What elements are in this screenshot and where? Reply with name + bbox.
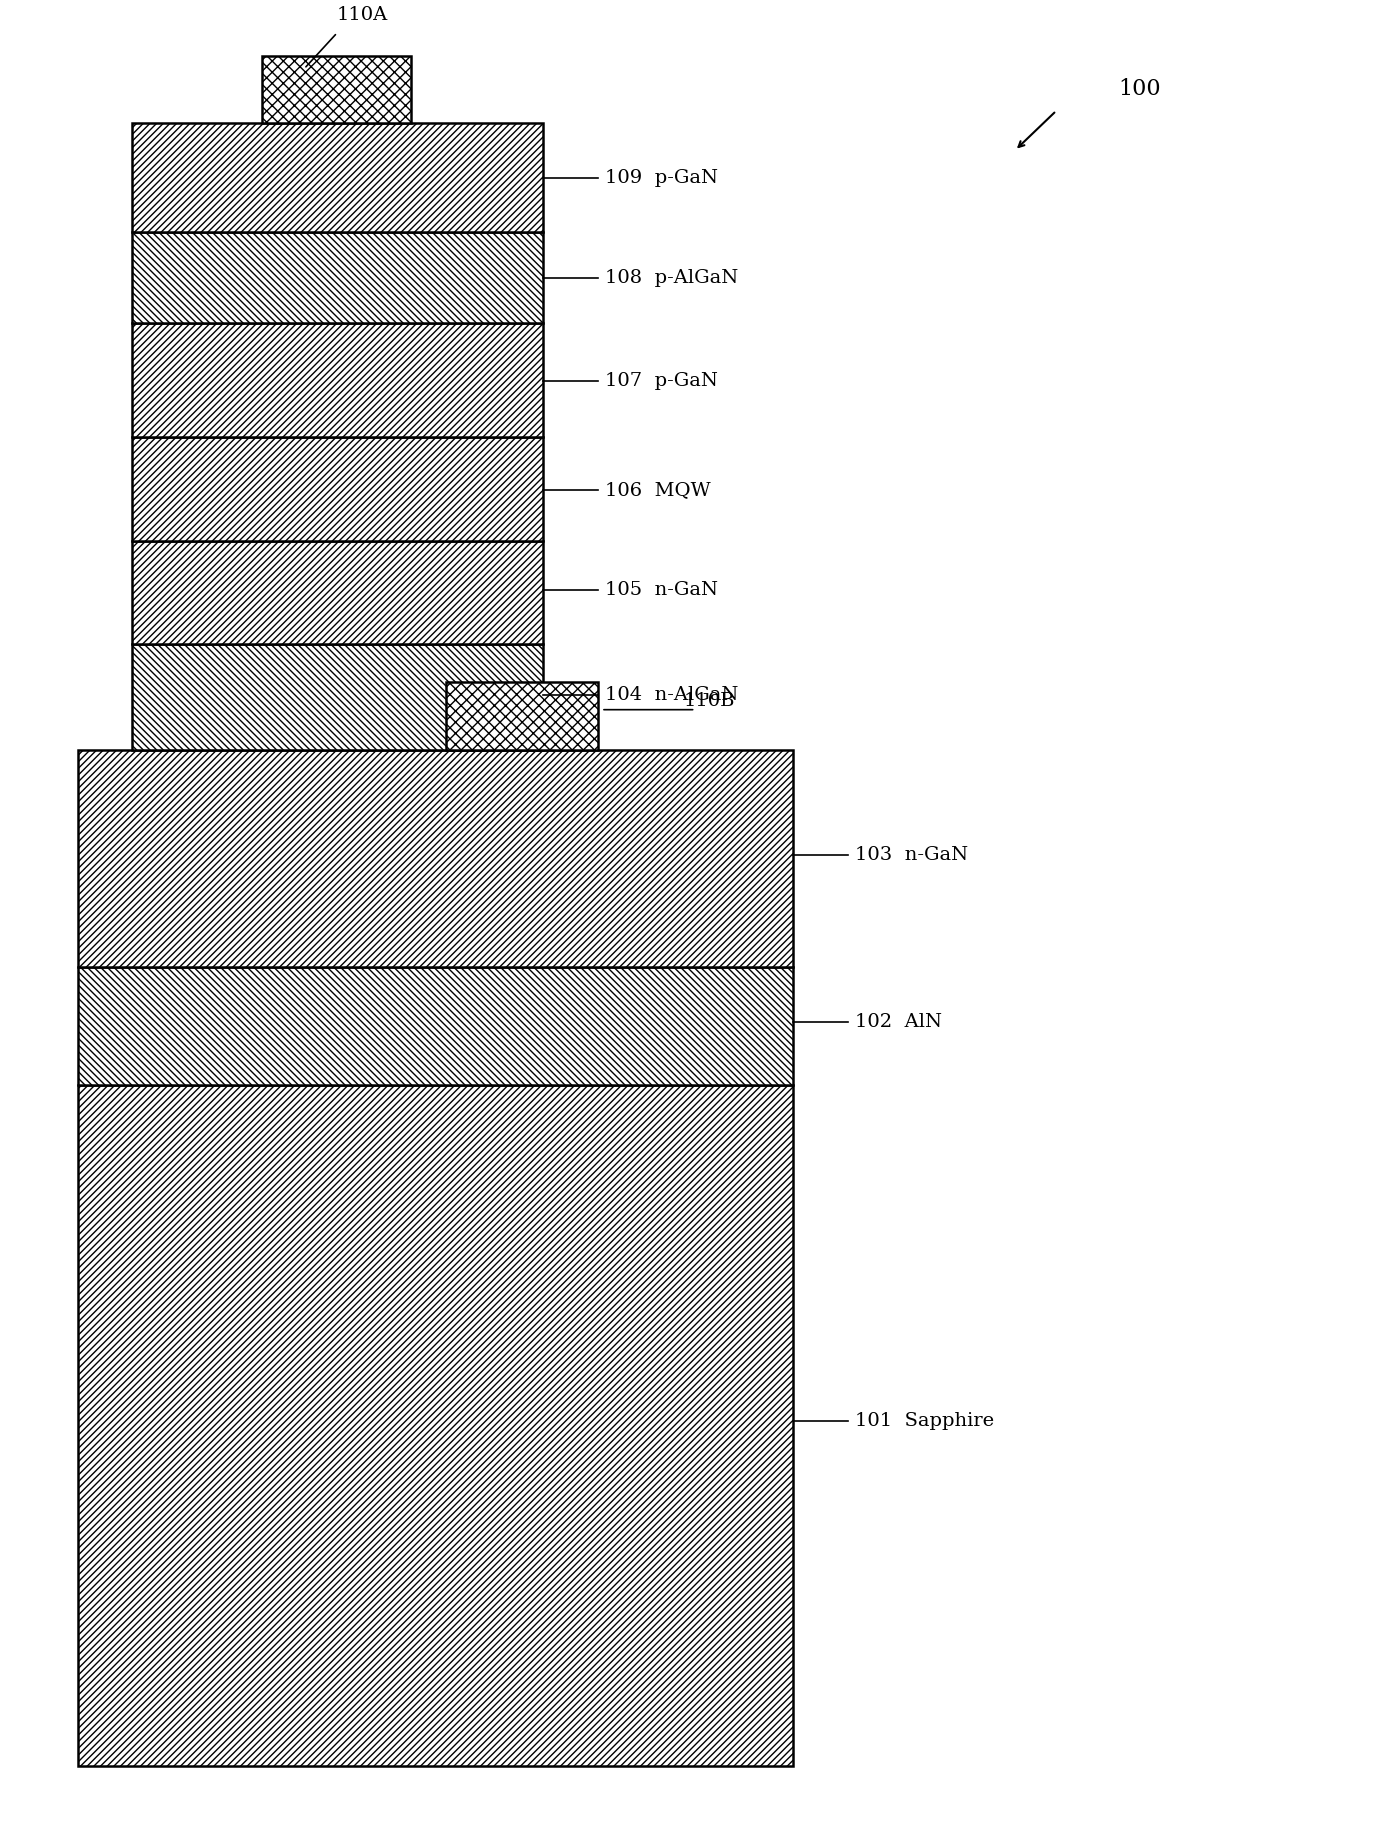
Text: 100: 100 <box>1118 78 1161 100</box>
Bar <box>132 322 542 437</box>
Bar <box>132 437 542 541</box>
Text: 105  n-GaN: 105 n-GaN <box>605 581 718 599</box>
Bar <box>445 683 598 749</box>
Text: 104  n-AlGaN: 104 n-AlGaN <box>605 687 739 703</box>
Text: 106  MQW: 106 MQW <box>605 481 711 499</box>
Text: 110B: 110B <box>683 692 734 711</box>
Text: 110A: 110A <box>337 5 388 24</box>
Text: 108  p-AlGaN: 108 p-AlGaN <box>605 268 739 286</box>
Bar <box>132 541 542 645</box>
Bar <box>78 749 793 967</box>
Bar <box>132 231 542 322</box>
Text: 101  Sapphire: 101 Sapphire <box>855 1412 995 1430</box>
Bar <box>78 967 793 1086</box>
Bar <box>78 1086 793 1766</box>
Bar <box>132 645 542 749</box>
Text: 107  p-GaN: 107 p-GaN <box>605 372 718 390</box>
Text: 103  n-GaN: 103 n-GaN <box>855 845 968 864</box>
Bar <box>132 124 542 231</box>
Text: 102  AlN: 102 AlN <box>855 1013 942 1031</box>
Text: 109  p-GaN: 109 p-GaN <box>605 169 718 188</box>
Bar <box>263 56 410 124</box>
